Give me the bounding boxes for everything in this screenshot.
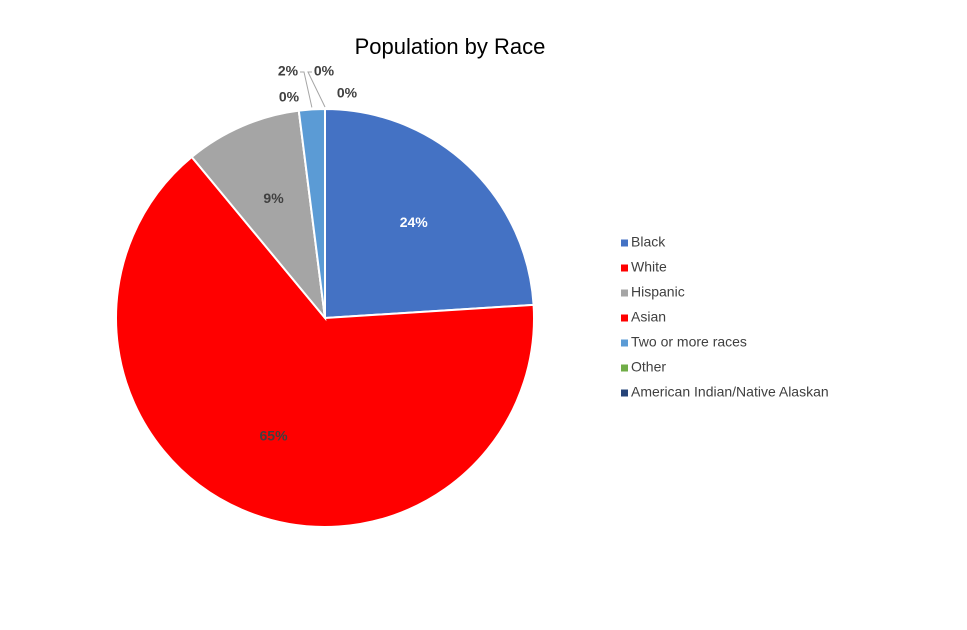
data-label: 2% — [278, 63, 299, 79]
data-label: 65% — [260, 428, 289, 444]
legend-swatch — [621, 239, 628, 247]
data-label: 0% — [337, 85, 358, 101]
data-label: 0% — [279, 89, 300, 105]
legend-swatch — [621, 364, 628, 372]
leader-line — [300, 71, 313, 108]
legend-label: American Indian/Native Alaskan — [631, 384, 829, 400]
legend-swatch — [621, 389, 628, 397]
leader-line — [307, 71, 326, 108]
chart-title: Population by Race — [355, 34, 546, 59]
legend-swatch — [621, 264, 628, 272]
data-label: 24% — [400, 214, 429, 230]
pie-slice — [190, 109, 327, 322]
data-label: 9% — [263, 190, 284, 206]
legend-label: Black — [631, 234, 666, 250]
data-label: 0% — [314, 63, 335, 79]
legend-label: Asian — [631, 309, 666, 325]
legend-label: Hispanic — [631, 284, 685, 300]
legend-swatch — [621, 289, 628, 297]
pie-slice — [115, 155, 535, 528]
pie-slice — [324, 107, 535, 320]
legend-swatch — [621, 339, 628, 347]
legend-label: White — [631, 259, 667, 275]
legend-label: Two or more races — [631, 334, 747, 350]
legend-swatch — [621, 314, 628, 322]
legend-label: Other — [631, 359, 666, 375]
